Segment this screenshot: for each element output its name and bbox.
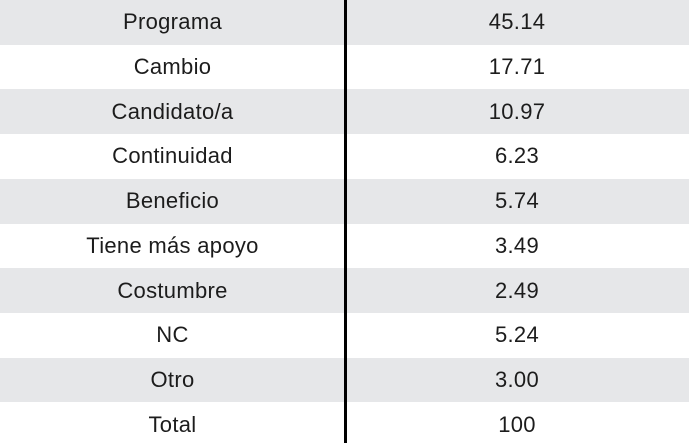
- value-cell: 45.14: [488, 9, 546, 35]
- column-divider: [344, 0, 347, 443]
- table-row: NC 5.24: [0, 313, 689, 358]
- value-cell: 5.74: [494, 188, 540, 214]
- category-cell: Total: [148, 411, 197, 437]
- table-row: Total 100: [0, 402, 689, 447]
- category-cell: NC: [156, 322, 189, 348]
- value-cell: 10.97: [488, 98, 546, 124]
- value-cell: 100: [498, 411, 536, 437]
- category-cell: Programa: [123, 9, 222, 35]
- category-cell: Costumbre: [117, 277, 228, 303]
- value-cell: 3.00: [494, 366, 540, 392]
- table-row: Continuidad 6.23: [0, 134, 689, 179]
- category-cell: Beneficio: [125, 188, 220, 214]
- category-cell: Candidato/a: [111, 98, 234, 124]
- table-row: Cambio 17.71: [0, 45, 689, 90]
- category-cell: Otro: [150, 366, 195, 392]
- value-cell: 5.24: [494, 322, 540, 348]
- value-cell: 2.49: [494, 277, 540, 303]
- value-cell: 3.49: [494, 232, 540, 258]
- value-cell: 17.71: [488, 54, 546, 80]
- table-row: Tiene más apoyo 3.49: [0, 224, 689, 269]
- category-cell: Continuidad: [112, 143, 233, 169]
- category-cell: Cambio: [133, 54, 212, 80]
- value-cell: 6.23: [494, 143, 540, 169]
- category-cell: Tiene más apoyo: [86, 232, 259, 258]
